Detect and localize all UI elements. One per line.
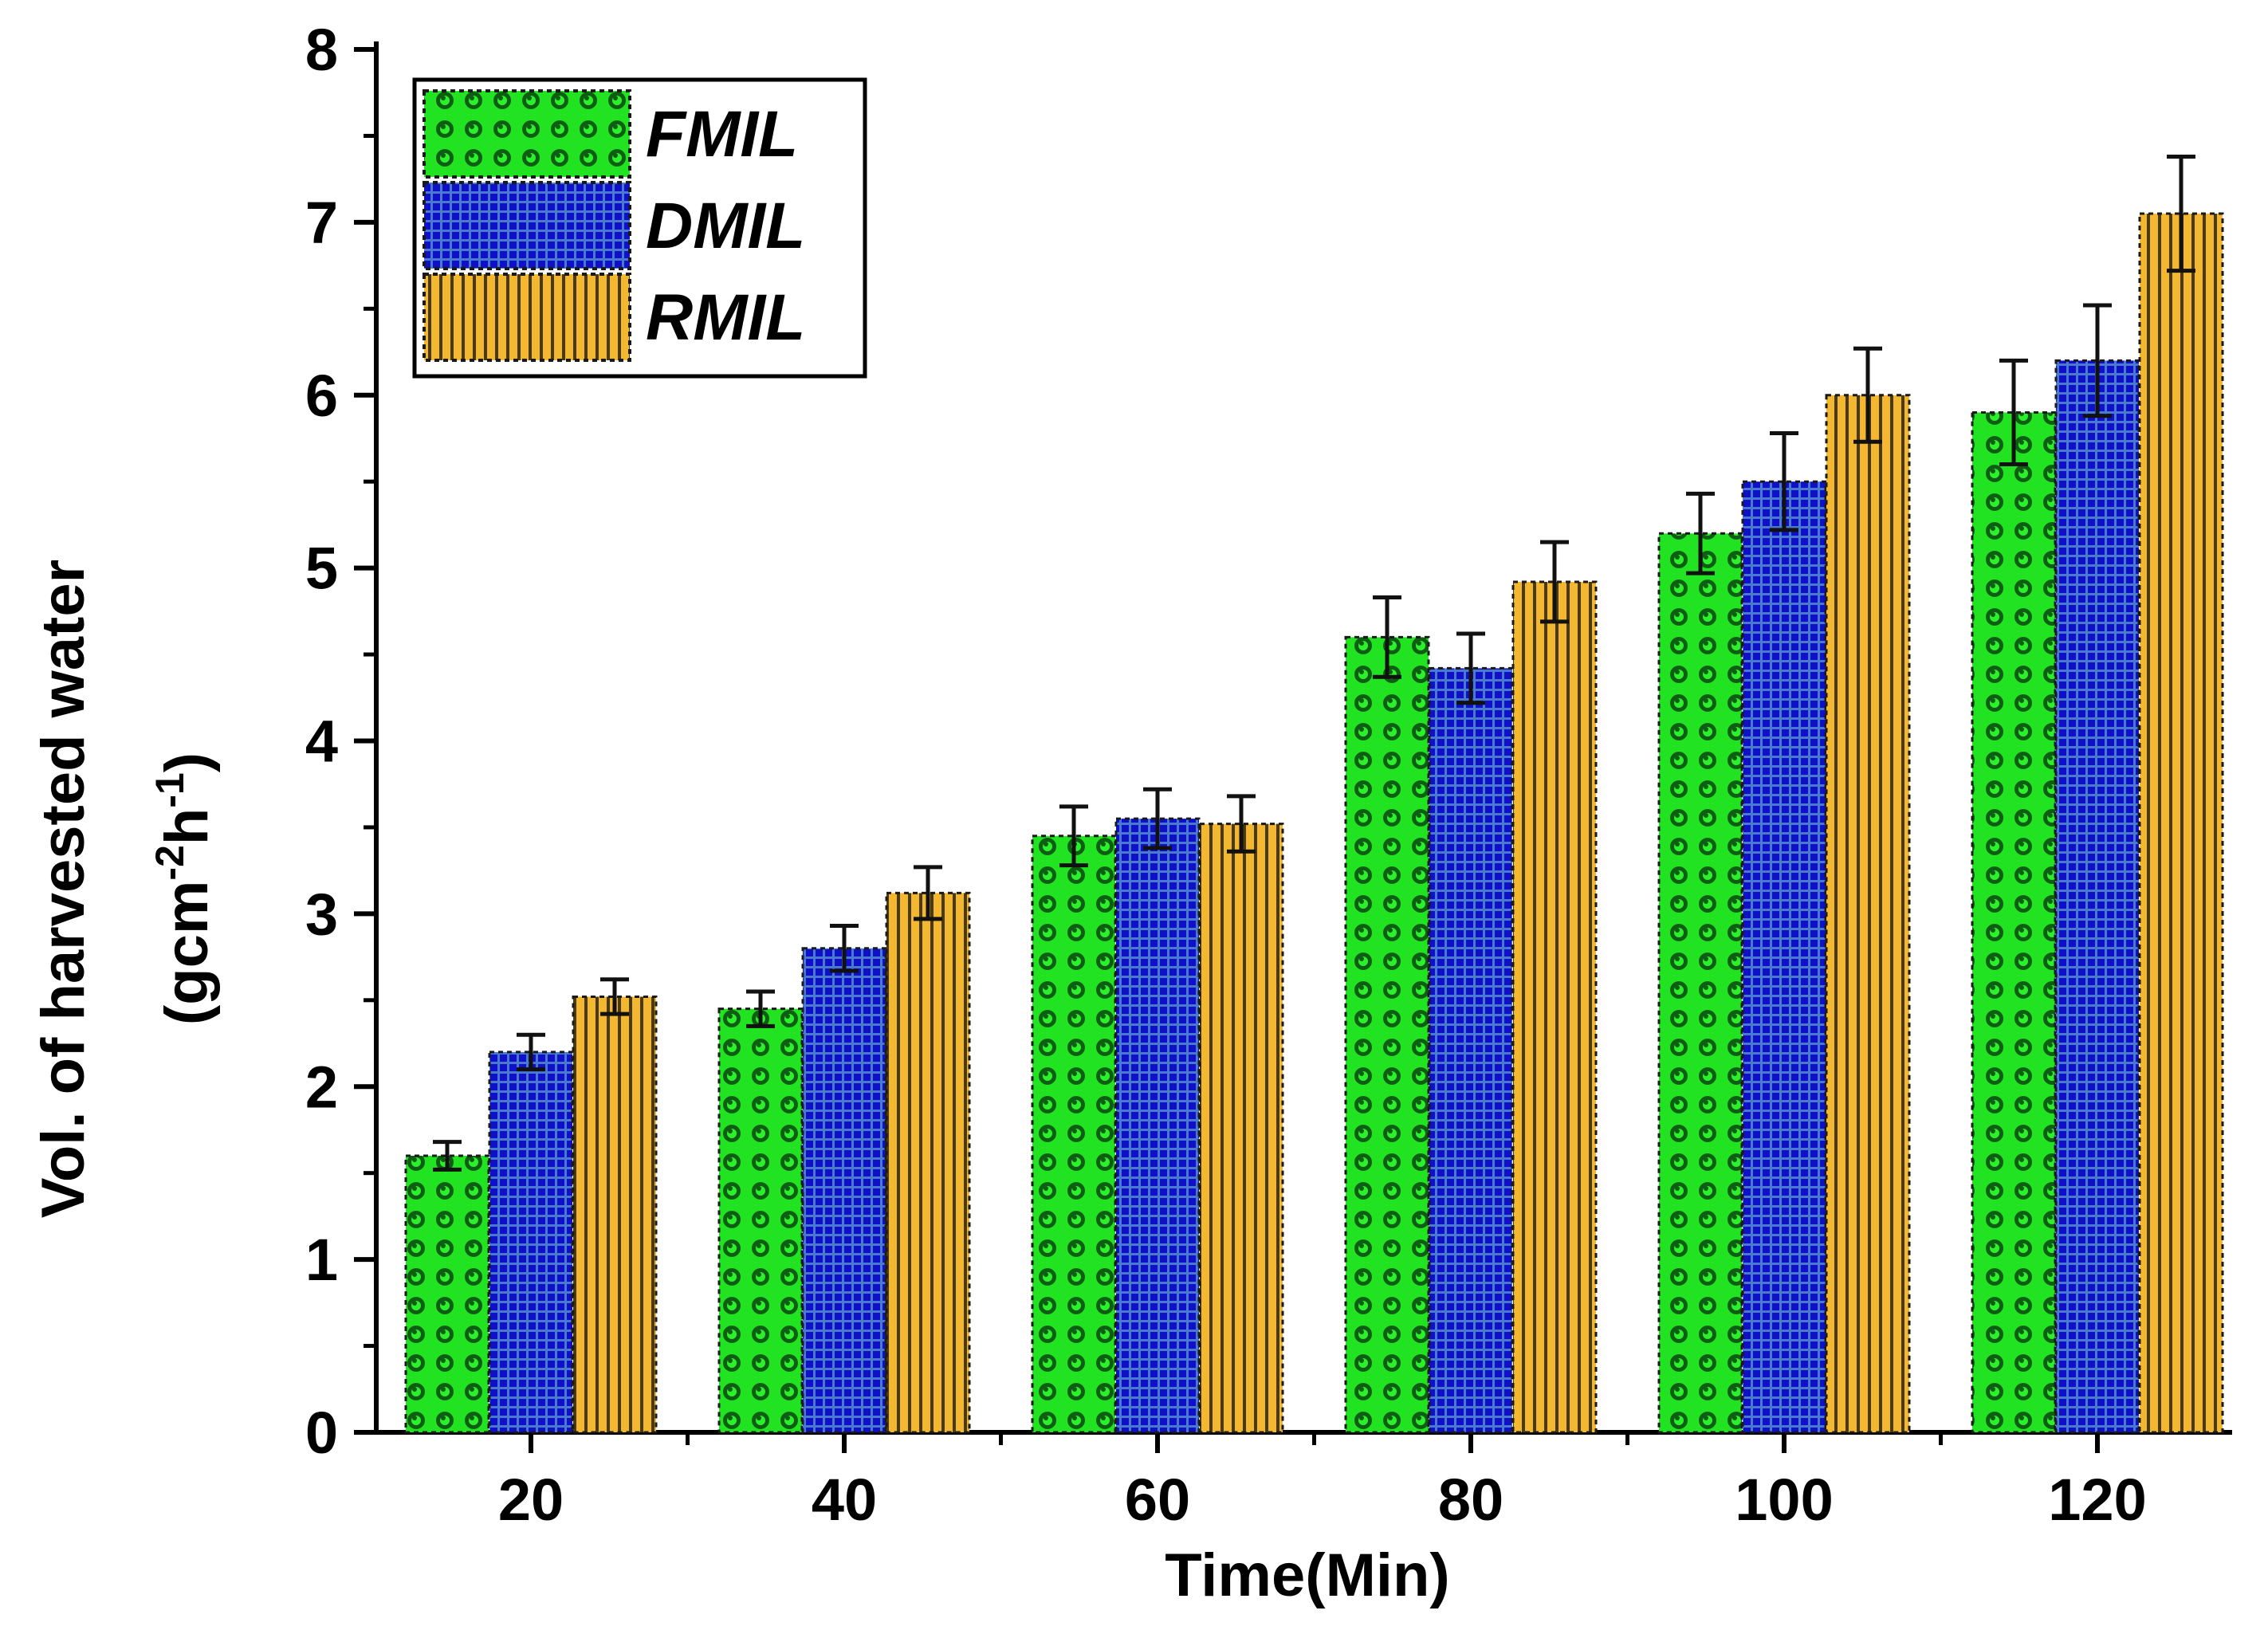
bar-rmil [572,995,658,1434]
y-tick-label: 6 [305,363,338,429]
x-tick-label: 60 [1125,1467,1190,1533]
legend-swatch-dmil [423,181,631,270]
bar-rmil [1825,394,1911,1434]
y-tick-label: 5 [305,536,338,602]
legend-swatch-rmil [423,273,631,362]
y-tick-label: 1 [305,1227,338,1293]
bar-dmil [1741,480,1827,1434]
bar-dmil [801,947,887,1434]
bar-fmil [404,1154,490,1434]
bar-fmil [1344,635,1430,1434]
y-tick-label: 0 [305,1400,338,1466]
legend-swatch-fmil [423,89,631,179]
legend-label-dmil: DMIL [646,190,805,262]
bar-rmil [1511,580,1598,1434]
y-axis-unit-label: (gcm-2h-1) [147,752,221,1025]
legend: FMIL DMIL RMIL [412,77,867,379]
legend-label-fmil: FMIL [646,98,798,171]
legend-label-rmil: RMIL [646,281,805,354]
y-tick-label: 3 [305,881,338,947]
bar-dmil [1114,817,1201,1434]
x-tick-label: 120 [2048,1467,2146,1533]
bar-dmil [488,1051,574,1434]
bar-rmil [2138,212,2224,1434]
y-axis-label: Vol. of harvested water [29,560,97,1218]
bar-fmil [1971,410,2057,1434]
bar-rmil [885,891,971,1434]
x-tick-label: 20 [498,1467,564,1533]
y-tick-label: 2 [305,1054,338,1120]
bar-fmil [1657,532,1743,1434]
x-axis-label: Time(Min) [1165,1542,1449,1609]
x-tick-label: 80 [1438,1467,1503,1533]
y-tick-label: 4 [305,709,338,775]
bar-rmil [1198,823,1284,1434]
bar-fmil [1031,835,1117,1434]
y-tick-label: 8 [305,17,338,83]
bar-dmil [2054,359,2140,1434]
y-tick-label: 7 [305,190,338,256]
bar-dmil [1428,666,1514,1434]
x-tick-label: 100 [1735,1467,1833,1533]
bar-fmil [717,1008,804,1434]
x-tick-label: 40 [812,1467,877,1533]
